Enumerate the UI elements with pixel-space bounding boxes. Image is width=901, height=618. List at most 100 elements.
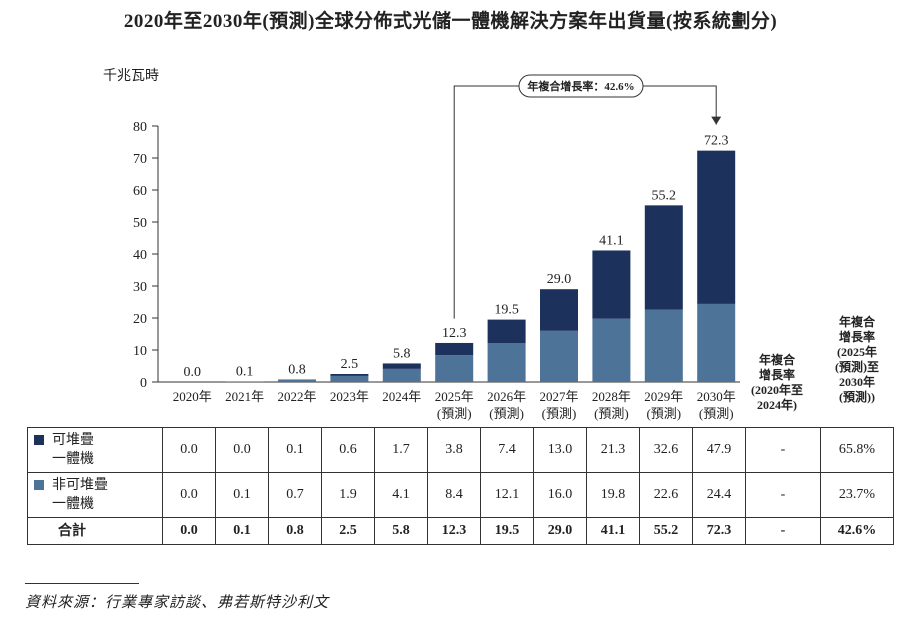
- x-tick-label: 2027年: [539, 389, 578, 404]
- cagr-header: 2024年): [757, 397, 797, 412]
- bar-non-stackable: [435, 355, 474, 382]
- table-row: 非可堆疊 一體機 0.0 0.1 0.7 1.9 4.1 8.4 12.1 16.0 19.8 22.…: [27, 472, 894, 518]
- bar-total-label: 29.0: [547, 272, 572, 287]
- x-tick-label: 2028年: [592, 389, 631, 404]
- cagr-connector-right: [643, 85, 717, 125]
- x-tick-label: (預測): [646, 406, 681, 421]
- table-cell: 0.1: [215, 517, 269, 545]
- bar-non-stackable: [697, 303, 736, 382]
- y-tick-label: 0: [140, 376, 147, 391]
- bar-total-label: 72.3: [704, 134, 729, 149]
- table-row: 合計 0.0 0.1 0.8 2.5 5.8 12.3 19.5 29.0 41.1 55.2 72.…: [27, 517, 894, 545]
- x-tick-label: 2021年: [225, 389, 264, 404]
- table-cell: 41.1: [586, 517, 640, 545]
- cagr-header: 增長率: [759, 367, 795, 382]
- source-note: 資料來源：行業專家訪談、弗若斯特沙利文: [25, 595, 330, 611]
- bar-non-stackable: [644, 309, 683, 382]
- bar-non-stackable: [592, 318, 631, 382]
- cagr-connector-left: [453, 85, 519, 319]
- cagr-2025-2030-cell: 65.8%: [820, 427, 894, 473]
- y-tick-label: 40: [133, 248, 147, 263]
- table-cell: 19.8: [586, 472, 640, 518]
- cagr-annotation: 年複合增長率：42.6%: [527, 79, 634, 93]
- x-tick-label: (預測): [699, 406, 734, 421]
- table-row: 可堆疊 一體機 0.0 0.0 0.1 0.6 1.7 3.8 7.4 13.0 21.3 32.6 4…: [27, 427, 894, 473]
- x-tick-label: 2022年: [277, 389, 316, 404]
- y-tick-label: 10: [133, 344, 147, 359]
- table-cell: 0.0: [162, 517, 216, 545]
- table-cell: 1.7: [374, 427, 428, 473]
- x-tick-label: (預測): [542, 406, 577, 421]
- cagr-2025-2030-cell: 42.6%: [820, 517, 894, 545]
- table-cell: 7.4: [480, 427, 534, 473]
- table-cell: 72.3: [692, 517, 746, 545]
- bar-non-stackable: [540, 330, 578, 382]
- x-tick-label: (預測): [489, 406, 524, 421]
- table-cell: 0.1: [215, 472, 269, 518]
- x-tick-label: (預測): [437, 406, 472, 421]
- bar-total-label: 12.3: [442, 326, 467, 341]
- y-tick-label: 60: [133, 184, 147, 199]
- bar-stackable: [592, 250, 631, 319]
- row-label: 非可堆疊 一體機: [27, 472, 163, 518]
- cagr-header: (預測)): [839, 389, 875, 404]
- table-cell: 0.6: [321, 427, 375, 473]
- table-cell: 32.6: [639, 427, 693, 473]
- y-tick-label: 20: [133, 312, 147, 327]
- table-cell: 0.0: [215, 427, 269, 473]
- y-tick-label: 80: [133, 120, 147, 135]
- table-cell: 0.7: [268, 472, 322, 518]
- bar-stackable: [540, 289, 578, 331]
- bar-non-stackable: [487, 343, 526, 382]
- arrow-head: [711, 116, 722, 125]
- table-cell: 1.9: [321, 472, 375, 518]
- table-cell: 24.4: [692, 472, 746, 518]
- legend-swatch: [34, 480, 44, 490]
- table-cell: 19.5: [480, 517, 534, 545]
- bar-stackable: [697, 150, 736, 304]
- bar-non-stackable: [330, 375, 369, 382]
- cagr-header: 增長率: [839, 329, 875, 344]
- bar-non-stackable: [382, 368, 421, 382]
- table-cell: 4.1: [374, 472, 428, 518]
- table-cell: 22.6: [639, 472, 693, 518]
- x-tick-label: 2023年: [330, 389, 369, 404]
- bar-stackable: [330, 374, 369, 376]
- table-cell: 0.8: [268, 517, 322, 545]
- cagr-header: (2025年: [837, 344, 877, 359]
- cagr-2020-2024-cell: -: [745, 472, 821, 518]
- bar-total-label: 0.0: [183, 365, 201, 380]
- x-tick-label: 2024年: [382, 389, 421, 404]
- bar-total-label: 41.1: [599, 233, 624, 248]
- table-cell: 47.9: [692, 427, 746, 473]
- table-cell: 0.0: [162, 472, 216, 518]
- bar-total-label: 19.5: [494, 303, 519, 318]
- table-cell: 21.3: [586, 427, 640, 473]
- row-label: 可堆疊 一體機: [27, 427, 163, 473]
- x-tick-label: 2020年: [173, 389, 212, 404]
- table-cell: 13.0: [533, 427, 587, 473]
- table-cell: 55.2: [639, 517, 693, 545]
- table-cell: 29.0: [533, 517, 587, 545]
- bar-stackable: [382, 363, 421, 369]
- bar-stackable: [435, 342, 474, 356]
- cagr-header: 2030年: [839, 374, 875, 389]
- x-tick-label: 2029年: [644, 389, 683, 404]
- cagr-2020-2024-cell: -: [745, 427, 821, 473]
- table-cell: 12.1: [480, 472, 534, 518]
- bar-stackable: [487, 319, 526, 344]
- table-cell: 3.8: [427, 427, 481, 473]
- table-cell: 16.0: [533, 472, 587, 518]
- table-cell: 8.4: [427, 472, 481, 518]
- x-tick-label: 2030年: [697, 389, 736, 404]
- cagr-header: 年複合: [759, 352, 796, 367]
- table-cell: 0.0: [162, 427, 216, 473]
- y-tick-label: 30: [133, 280, 147, 295]
- x-tick-label: 2026年: [487, 389, 526, 404]
- x-tick-label: 2025年: [435, 389, 474, 404]
- footer-divider: [25, 583, 139, 584]
- data-table: 可堆疊 一體機 0.0 0.0 0.1 0.6 1.7 3.8 7.4 13.0 21.3 32.6 4…: [27, 427, 894, 545]
- bar-total-label: 2.5: [341, 357, 359, 372]
- table-cell: 5.8: [374, 517, 428, 545]
- bar-non-stackable: [278, 379, 316, 382]
